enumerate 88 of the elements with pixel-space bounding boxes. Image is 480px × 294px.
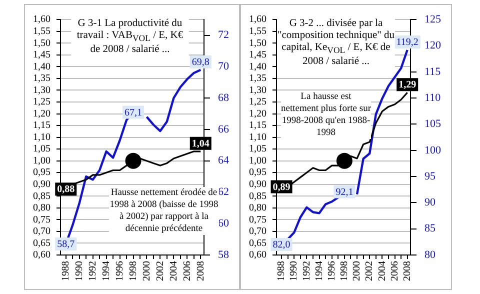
y-tick-label: 0,65 — [33, 238, 50, 249]
y-tick-label: 1,45 — [33, 50, 50, 61]
x-tick-label: 1988 — [60, 261, 72, 281]
y-tick-label: 1,30 — [249, 84, 266, 96]
y-tick-label: 0,85 — [249, 190, 266, 202]
x-tick-label: 2008 — [402, 261, 413, 281]
x-tick-label: 2002 — [364, 261, 376, 281]
y-tick-label: 0,80 — [33, 202, 50, 214]
y2-tick-label: 105 — [424, 118, 442, 130]
y-tick-label: 1,00 — [249, 155, 266, 166]
x-tick-label: 1992 — [301, 261, 312, 281]
x-tick-label: 1992 — [87, 261, 98, 281]
y-tick-label: 1,05 — [249, 144, 266, 155]
y2-tick-label: 68 — [218, 92, 230, 104]
y-tick-label: 1,45 — [249, 50, 266, 61]
data-label: 119,2 — [396, 37, 418, 48]
y-tick-label: 0,60 — [33, 250, 50, 261]
y2-tick-label: 125 — [424, 13, 442, 26]
y-tick-label: 0,75 — [249, 214, 266, 226]
x-tick-label: 1998 — [128, 261, 139, 281]
x-tick-label: 1990 — [74, 261, 85, 281]
y-tick-label: 1,20 — [249, 108, 266, 120]
y-tick-label: 1,10 — [249, 132, 266, 143]
x-tick-label: 1996 — [326, 261, 338, 281]
y-tick-label: 0,75 — [33, 214, 50, 226]
y2-tick-label: 120 — [424, 40, 442, 52]
x-tick-label: 1994 — [100, 261, 112, 281]
y-tick-label: 1,55 — [33, 26, 50, 37]
y-tick-label: 1,15 — [249, 120, 266, 132]
y2-tick-label: 95 — [424, 170, 436, 182]
y-tick-label: 1,00 — [33, 155, 50, 166]
x-tick-label: 1994 — [314, 261, 325, 281]
y-tick-label: 1,10 — [33, 132, 50, 143]
annotation: La hausse est nettement plus forte sur 1998-2008 qu'en 1988-1998 — [281, 91, 371, 139]
y2-tick-label: 80 — [424, 248, 436, 261]
y-tick-label: 1,60 — [33, 14, 50, 26]
x-tick-label: 1990 — [288, 261, 300, 281]
y-tick-label: 1,15 — [33, 120, 50, 132]
y-tick-label: 1,05 — [33, 144, 50, 155]
y-tick-label: 1,55 — [249, 26, 266, 37]
annotation: Hausse nettement érodée de 1998 à 2008 (baisse de 1998 à 2002) par rapport à la décennie précédente — [109, 187, 219, 235]
data-label: 1,29 — [398, 80, 416, 91]
x-tick-label: 2006 — [389, 261, 400, 281]
y-tick-label: 1,35 — [33, 73, 50, 84]
x-tick-label: 2000 — [141, 261, 152, 281]
x-tick-label: 2006 — [182, 261, 193, 281]
x-tick-label: 2000 — [352, 261, 363, 281]
y-tick-label: 1,40 — [249, 61, 266, 72]
y-tick-label: 0,65 — [249, 238, 266, 249]
y2-tick-label: 100 — [424, 144, 442, 156]
x-tick-label: 1988 — [276, 261, 288, 281]
y-tick-label: 0,60 — [249, 250, 266, 261]
x-tick-label: 2008 — [195, 261, 206, 281]
data-label: 1,04 — [192, 138, 210, 150]
y-tick-label: 1,50 — [249, 38, 266, 49]
y-tick-label: 1,35 — [249, 73, 266, 84]
text: G 3-1 La productivité du travail : VAB$_{VOL}$ / E, K€ de 2008 / salarié ... — [71, 18, 189, 56]
y2-tick-label: 58 — [218, 248, 230, 261]
y2-tick-label: 110 — [424, 92, 442, 104]
y2-tick-label: 70 — [218, 60, 230, 73]
y2-tick-label: 66 — [218, 123, 230, 136]
y-tick-label: 0,90 — [33, 179, 50, 190]
y-tick-label: 1,50 — [33, 38, 50, 49]
x-tick-label: 1996 — [114, 261, 126, 281]
y2-tick-label: 90 — [424, 196, 436, 209]
y-tick-label: 1,20 — [33, 108, 50, 120]
y2-tick-label: 85 — [424, 222, 436, 235]
y-tick-label: 1,60 — [249, 14, 266, 26]
y-tick-label: 1,25 — [249, 96, 266, 108]
y-tick-label: 0,95 — [249, 167, 266, 178]
y-tick-label: 0,95 — [33, 167, 50, 178]
x-tick-label: 2002 — [154, 261, 166, 281]
text: G 3-2 ... divisée par la "composition technique" du capital, Ke$_{VOL}$ / E, K€ de 2008 / salarié ... — [277, 18, 395, 68]
y-tick-label: 0,80 — [249, 202, 266, 214]
y-tick-label: 0,70 — [249, 226, 266, 238]
y-tick-label: 1,30 — [33, 84, 50, 96]
y2-tick-label: 72 — [218, 29, 229, 42]
x-tick-label: 1998 — [339, 261, 350, 281]
y2-tick-label: 64 — [218, 154, 230, 167]
y2-tick-label: 115 — [424, 66, 442, 78]
x-tick-label: 2004 — [376, 261, 388, 281]
y-tick-label: 1,25 — [33, 96, 50, 108]
y-tick-label: 0,85 — [33, 190, 50, 202]
x-tick-label: 2004 — [168, 261, 180, 281]
y-tick-label: 0,70 — [33, 226, 50, 238]
y-tick-label: 1,40 — [33, 61, 50, 72]
y-tick-label: 0,90 — [249, 179, 266, 190]
data-label: 69,8 — [192, 56, 210, 68]
